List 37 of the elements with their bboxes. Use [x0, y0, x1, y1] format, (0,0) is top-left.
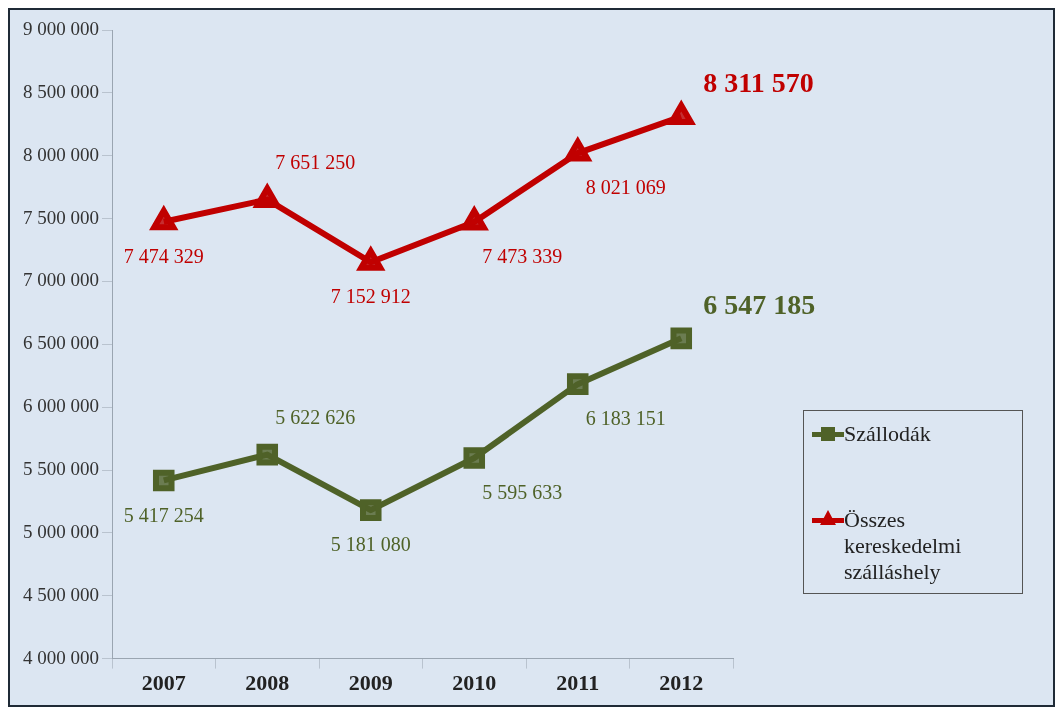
data-label: 5 417 254 [123, 503, 204, 526]
data-label: 7 474 329 [123, 245, 204, 268]
y-tick-label: 9 000 000 [23, 17, 99, 39]
x-tick-label: 2012 [659, 670, 704, 696]
point [152, 469, 175, 492]
legend-label: Szállodák [844, 421, 931, 447]
x-tick-label: 2010 [452, 670, 497, 696]
point [359, 499, 382, 521]
x-tick-label: 2008 [245, 670, 290, 696]
point [463, 447, 486, 469]
legend-label: Összes kereskedelmi szálláshely [844, 507, 963, 585]
y-tick-label: 8 500 000 [23, 80, 99, 102]
data-label: 6 547 185 [703, 288, 816, 320]
y-tick-label: 6 500 000 [23, 332, 99, 354]
y-tick-label: 5 500 000 [23, 458, 99, 479]
data-label: 5 622 626 [275, 405, 356, 428]
data-label: 5 595 633 [482, 481, 563, 504]
y-tick-label: 7 500 000 [23, 206, 99, 228]
data-label: 6 183 151 [585, 407, 666, 430]
y-tick-label: 8 000 000 [23, 143, 99, 165]
point [566, 373, 589, 395]
y-tick-label: 4 500 000 [23, 583, 99, 605]
point [460, 205, 489, 231]
x-tick-label: 2007 [141, 670, 186, 696]
y-tick-label: 7 000 000 [23, 269, 99, 291]
data-label: 7 152 912 [330, 285, 411, 308]
y-tick-label: 4 000 000 [23, 646, 99, 668]
x-tick-label: 2009 [348, 670, 393, 696]
data-label: 7 473 339 [482, 245, 563, 268]
data-label: 8 311 570 [703, 66, 814, 98]
data-label: 5 181 080 [330, 533, 411, 556]
y-tick-label: 6 000 000 [23, 395, 99, 417]
x-tick-label: 2011 [556, 670, 600, 696]
data-label: 8 021 069 [585, 176, 666, 199]
point [256, 443, 279, 466]
data-label: 7 651 250 [275, 150, 356, 173]
y-tick-label: 5 000 000 [23, 520, 99, 542]
